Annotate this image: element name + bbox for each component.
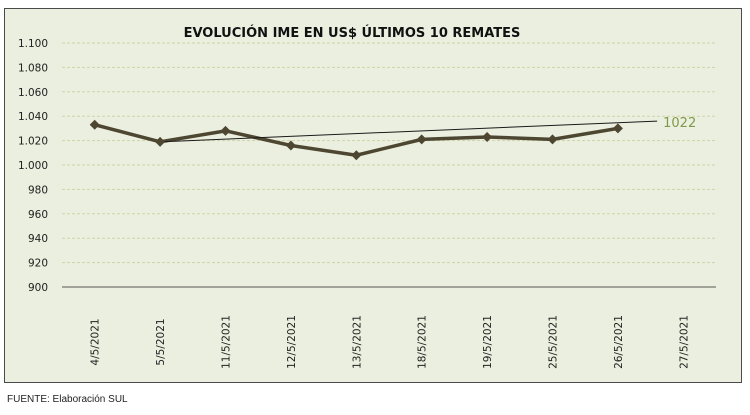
x-tick-label: 19/5/2021	[482, 315, 494, 369]
y-tick-label: 960	[28, 209, 48, 221]
diamond-marker	[89, 119, 100, 130]
x-tick-label: 12/5/2021	[286, 315, 298, 369]
source-note: FUENTE: Elaboración SUL	[7, 394, 128, 405]
diamond-marker	[285, 140, 296, 151]
diamond-marker	[351, 150, 362, 161]
x-tick-label: 27/5/2021	[678, 315, 690, 369]
trendline	[160, 120, 658, 143]
y-tick-label: 1.000	[18, 160, 48, 172]
diamond-marker	[416, 134, 427, 145]
chart-frame	[4, 8, 742, 383]
y-axis-labels: 1.100 1.080 1.060 1.040 1.020 1.000 980 960 940 9…	[18, 38, 48, 294]
y-tick-label: 940	[28, 233, 48, 245]
data-series	[89, 119, 658, 161]
diamond-marker	[547, 134, 558, 145]
diamond-marker	[612, 123, 623, 134]
diamond-marker	[220, 125, 231, 136]
y-tick-label: 1.060	[18, 87, 48, 99]
chart-title: EVOLUCIÓN IME EN US$ ÚLTIMOS 10 REMATES	[184, 25, 521, 41]
y-tick-label: 900	[28, 282, 48, 294]
y-tick-label: 1.020	[18, 136, 48, 148]
diamond-marker	[155, 136, 166, 147]
y-tick-label: 1.080	[18, 62, 48, 74]
y-tick-label: 920	[28, 258, 48, 270]
trendline-label: 1022	[663, 116, 696, 131]
x-tick-label: 18/5/2021	[417, 315, 429, 369]
y-tick-label: 1.100	[18, 38, 48, 50]
y-tick-label: 980	[28, 184, 48, 196]
x-tick-label: 11/5/2021	[221, 315, 233, 369]
x-tick-label: 13/5/2021	[351, 315, 363, 369]
gridlines	[62, 42, 716, 288]
x-axis-labels: 4/5/2021 5/5/2021 11/5/2021 12/5/2021 13/5/2…	[90, 315, 691, 369]
x-tick-label: 4/5/2021	[90, 318, 102, 365]
x-tick-label: 25/5/2021	[548, 315, 560, 369]
diamond-marker	[482, 131, 493, 142]
x-tick-label: 26/5/2021	[613, 315, 625, 369]
y-tick-label: 1.040	[18, 111, 48, 123]
x-tick-label: 5/5/2021	[155, 318, 167, 365]
